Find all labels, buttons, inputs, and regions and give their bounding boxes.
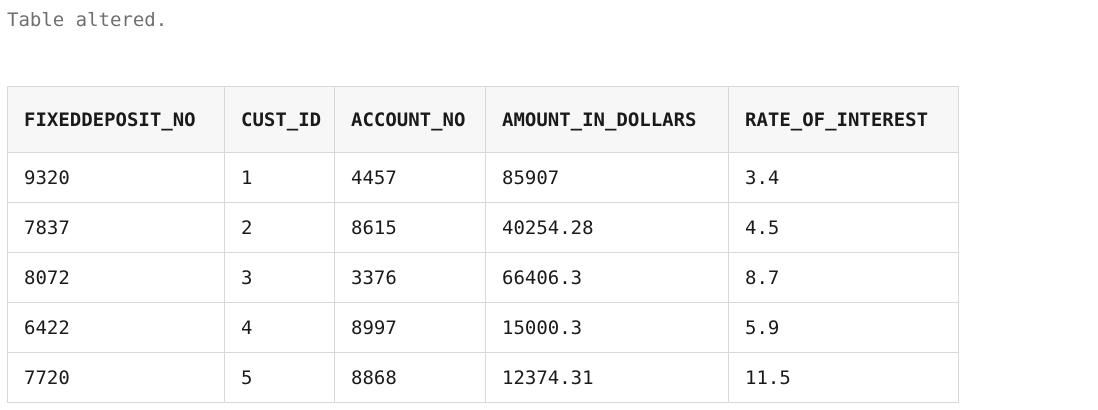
results-table: FIXEDDEPOSIT_NO CUST_ID ACCOUNT_NO AMOUN… [7, 86, 959, 403]
table-row: 8072 3 3376 66406.3 8.7 [7, 252, 959, 303]
table-cell: 7837 [7, 202, 225, 253]
table-cell: 66406.3 [485, 252, 729, 303]
table-cell: 8997 [334, 302, 486, 353]
table-cell: 4.5 [728, 202, 959, 253]
table-cell: 11.5 [728, 352, 959, 403]
table-cell: 5.9 [728, 302, 959, 353]
table-cell: 4 [224, 302, 335, 353]
column-header-fixeddeposit-no[interactable]: FIXEDDEPOSIT_NO [7, 86, 225, 153]
table-cell: 6422 [7, 302, 225, 353]
table-row: 9320 1 4457 85907 3.4 [7, 152, 959, 203]
table-cell: 8868 [334, 352, 486, 403]
table-cell: 8.7 [728, 252, 959, 303]
table-cell: 8072 [7, 252, 225, 303]
table-header-row: FIXEDDEPOSIT_NO CUST_ID ACCOUNT_NO AMOUN… [7, 86, 959, 153]
table-cell: 4457 [334, 152, 486, 203]
table-cell: 2 [224, 202, 335, 253]
column-header-account-no[interactable]: ACCOUNT_NO [334, 86, 486, 153]
table-cell: 3376 [334, 252, 486, 303]
table-row: 7837 2 8615 40254.28 4.5 [7, 202, 959, 253]
table-cell: 8615 [334, 202, 486, 253]
table-cell: 40254.28 [485, 202, 729, 253]
column-header-cust-id[interactable]: CUST_ID [224, 86, 335, 153]
table-cell: 9320 [7, 152, 225, 203]
table-cell: 3.4 [728, 152, 959, 203]
column-header-amount-in-dollars[interactable]: AMOUNT_IN_DOLLARS [485, 86, 729, 153]
table-row: 6422 4 8997 15000.3 5.9 [7, 302, 959, 353]
table-cell: 3 [224, 252, 335, 303]
table-cell: 1 [224, 152, 335, 203]
column-header-rate-of-interest[interactable]: RATE_OF_INTEREST [728, 86, 959, 153]
table-cell: 5 [224, 352, 335, 403]
table-cell: 85907 [485, 152, 729, 203]
table-cell: 12374.31 [485, 352, 729, 403]
table-cell: 7720 [7, 352, 225, 403]
table-row: 7720 5 8868 12374.31 11.5 [7, 352, 959, 403]
table-cell: 15000.3 [485, 302, 729, 353]
status-message: Table altered. [7, 9, 168, 31]
